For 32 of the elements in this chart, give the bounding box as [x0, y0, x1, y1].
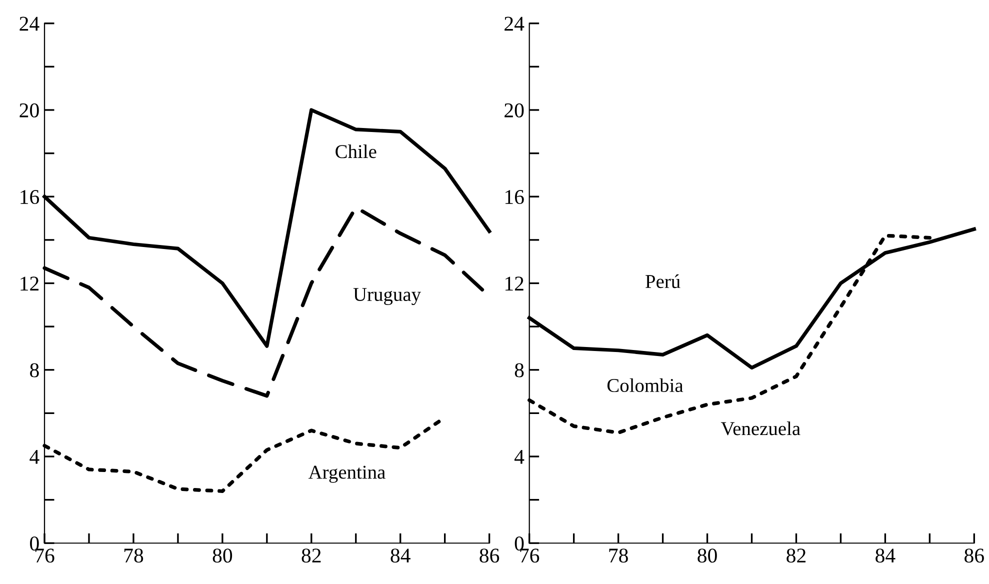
y-tick-label: 16 — [20, 190, 40, 204]
y-tick-label: 12 — [505, 276, 524, 290]
x-tick-label: 78 — [124, 548, 144, 563]
annotation: Perú — [646, 274, 680, 288]
x-tick-label: 82 — [786, 548, 806, 563]
x-tick-label: 84 — [390, 548, 410, 563]
x-tick-label: 76 — [35, 548, 54, 563]
x-tick-label: 76 — [520, 548, 540, 563]
y-tick-label: 0 — [514, 536, 524, 551]
y-tick-label: 24 — [504, 16, 524, 31]
annotation: Venezuela — [720, 422, 800, 436]
y-tick-label: 12 — [20, 276, 38, 290]
x-tick-label: 86 — [964, 548, 984, 563]
annotation: Colombia — [607, 378, 684, 392]
y-tick-label: 24 — [20, 16, 40, 31]
y-tick-label: 8 — [30, 363, 39, 378]
y-tick-label: 20 — [20, 103, 39, 118]
annotation: Chile — [336, 144, 376, 158]
y-tick-label: 8 — [514, 363, 524, 378]
annotation: Uruguay — [353, 288, 421, 306]
y-tick-label: 0 — [30, 536, 39, 551]
annotation: Argentina — [308, 466, 386, 483]
y-tick-label: 20 — [504, 103, 524, 118]
x-tick-label: 86 — [480, 548, 500, 563]
y-tick-label: 4 — [514, 450, 524, 464]
x-tick-label: 78 — [609, 548, 628, 563]
x-tick-label: 80 — [212, 548, 232, 563]
x-tick-label: 84 — [876, 548, 896, 563]
x-tick-label: 82 — [302, 548, 321, 563]
y-tick-label: 16 — [505, 190, 524, 204]
y-tick-label: 4 — [30, 450, 40, 464]
x-tick-label: 80 — [698, 548, 717, 563]
